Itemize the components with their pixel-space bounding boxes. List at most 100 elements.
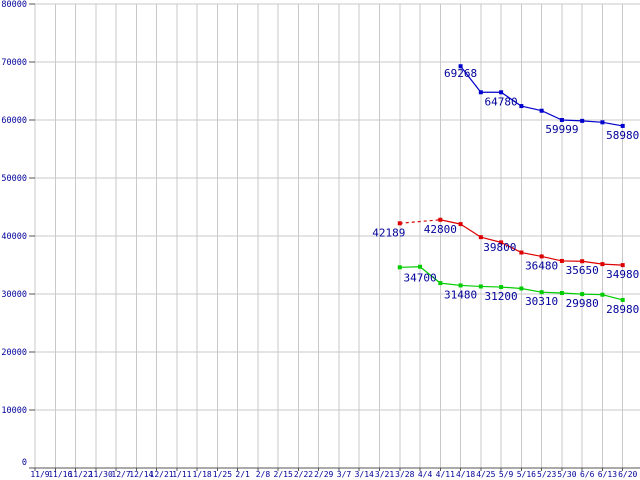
x-tick-label: 5/16 bbox=[517, 470, 536, 479]
x-tick-label: 5/30 bbox=[557, 470, 576, 479]
y-axis-labels: 0 10000 20000 30000 40000 50000 60000 70000 8000… bbox=[1, 0, 27, 468]
x-tick-label: 3/7 bbox=[337, 470, 352, 479]
x-tick-label: 4/11 bbox=[436, 470, 455, 479]
series-segment-dotted bbox=[399, 219, 441, 224]
series-segment bbox=[541, 291, 562, 294]
point-marker bbox=[418, 264, 423, 269]
point-value-label: 42800 bbox=[424, 223, 457, 236]
x-tick-label: 6/20 bbox=[618, 470, 637, 479]
point-marker bbox=[620, 297, 625, 302]
green-price-series: 34700 31480 31200 30310 29980 28980 bbox=[397, 264, 639, 316]
point-value-label: 36480 bbox=[525, 259, 558, 272]
x-tick-label: 11/30 bbox=[89, 470, 113, 479]
point-marker bbox=[438, 281, 443, 286]
point-marker bbox=[519, 286, 524, 291]
point-marker bbox=[580, 292, 585, 297]
x-tick-label: 1/11 bbox=[172, 470, 191, 479]
point-marker bbox=[438, 217, 443, 222]
x-tick-label: 2/15 bbox=[274, 470, 293, 479]
point-marker bbox=[539, 108, 544, 113]
series-segment bbox=[480, 285, 502, 288]
x-tick-label: 2/8 bbox=[256, 470, 271, 479]
point-marker bbox=[458, 64, 463, 69]
point-marker bbox=[458, 222, 463, 227]
point-marker bbox=[559, 258, 564, 263]
series-segment bbox=[419, 266, 441, 284]
horizontal-gridlines bbox=[35, 3, 640, 411]
series-segment bbox=[440, 219, 461, 225]
y-tick-label: 60000 bbox=[1, 116, 27, 126]
y-tick-label: 70000 bbox=[1, 58, 27, 68]
point-value-label: 39800 bbox=[483, 241, 516, 254]
point-marker bbox=[499, 285, 504, 290]
point-marker bbox=[519, 250, 524, 255]
point-marker bbox=[478, 90, 483, 95]
point-value-label: 58980 bbox=[606, 129, 639, 142]
x-tick-label: 2/29 bbox=[314, 470, 333, 479]
point-marker bbox=[458, 283, 463, 288]
series-segment bbox=[602, 121, 623, 127]
x-tick-label: 6/13 bbox=[598, 470, 617, 479]
series-segment bbox=[561, 119, 583, 122]
series-segment bbox=[460, 284, 481, 288]
point-marker bbox=[478, 284, 483, 289]
y-axis-ticks bbox=[29, 3, 35, 411]
x-tick-label: 11/22 bbox=[68, 470, 92, 479]
series-segment bbox=[500, 241, 522, 254]
series-segment bbox=[460, 65, 482, 93]
point-marker bbox=[499, 240, 504, 245]
point-value-label: 35650 bbox=[566, 264, 599, 277]
x-tick-label: 3/14 bbox=[355, 470, 374, 479]
x-tick-label: 12/14 bbox=[129, 470, 153, 479]
point-marker bbox=[397, 265, 402, 270]
point-value-label: 59999 bbox=[545, 123, 578, 136]
point-marker bbox=[539, 290, 544, 295]
x-tick-label: 2/22 bbox=[294, 470, 313, 479]
series-segment bbox=[541, 110, 563, 121]
y-tick-label: 20000 bbox=[1, 348, 27, 358]
x-tick-label: 6/6 bbox=[580, 470, 595, 479]
point-marker bbox=[499, 90, 504, 95]
point-value-label: 30310 bbox=[525, 295, 558, 308]
x-tick-label: 12/7 bbox=[111, 470, 130, 479]
point-value-label: 42189 bbox=[372, 226, 405, 239]
series-segment bbox=[440, 282, 461, 287]
point-marker bbox=[620, 123, 625, 128]
series-segment bbox=[521, 105, 542, 112]
point-value-label: 64780 bbox=[485, 95, 518, 108]
point-marker bbox=[580, 259, 585, 264]
series-segment bbox=[521, 287, 542, 293]
point-marker bbox=[539, 254, 544, 259]
blue-price-series: 69268 64780 59999 58980 bbox=[444, 64, 639, 142]
x-tick-label: 4/25 bbox=[476, 470, 495, 479]
series-segment bbox=[602, 294, 623, 301]
x-tick-label: 4/4 bbox=[418, 470, 433, 479]
x-tick-label: 3/21 bbox=[375, 470, 394, 479]
series-segment bbox=[582, 293, 603, 296]
series-segment bbox=[460, 223, 482, 238]
x-tick-label: 11/9 bbox=[30, 470, 49, 479]
x-tick-label: 3/28 bbox=[395, 470, 414, 479]
point-marker bbox=[580, 118, 585, 123]
series-segment bbox=[500, 91, 522, 107]
point-value-label: 69268 bbox=[444, 67, 477, 80]
point-value-label: 31480 bbox=[444, 288, 477, 301]
y-tick-label: 80000 bbox=[1, 0, 27, 10]
y-tick-label: 0 bbox=[22, 458, 27, 468]
x-tick-label: 1/18 bbox=[192, 470, 211, 479]
series-segment bbox=[582, 260, 603, 265]
point-marker bbox=[519, 104, 524, 109]
series-segment bbox=[602, 263, 623, 266]
x-tick-label: 1/25 bbox=[213, 470, 232, 479]
point-marker bbox=[600, 120, 605, 125]
point-value-label: 34700 bbox=[403, 272, 436, 285]
point-value-label: 29980 bbox=[566, 297, 599, 310]
point-marker bbox=[559, 118, 564, 123]
point-value-label: 28980 bbox=[606, 303, 639, 316]
x-tick-label: 11/16 bbox=[48, 470, 72, 479]
y-tick-label: 10000 bbox=[1, 406, 27, 416]
red-price-series: 42189 42800 39800 36480 35650 34980 bbox=[372, 217, 639, 281]
point-marker bbox=[600, 262, 605, 267]
point-value-label: 31200 bbox=[485, 290, 518, 303]
